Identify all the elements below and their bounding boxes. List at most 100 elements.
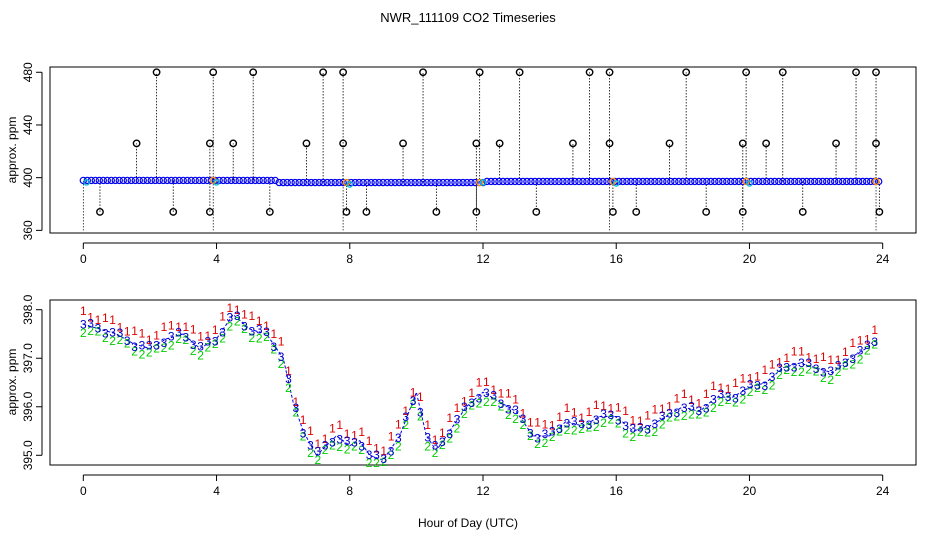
- series-3-point: 3: [659, 409, 666, 423]
- baseline-point: [771, 177, 779, 186]
- series-2-point: 2: [600, 416, 607, 430]
- baseline-point: [455, 178, 463, 187]
- flag-point: [475, 178, 484, 187]
- spike-point: [762, 139, 771, 148]
- series-3-point: 3: [769, 370, 776, 384]
- series-2-point: 2: [761, 383, 768, 397]
- cyan-point: [83, 179, 90, 186]
- baseline-point: [635, 177, 643, 186]
- series-3-point: 3: [219, 325, 226, 339]
- baseline-point: [483, 177, 491, 186]
- baseline-point: [119, 176, 127, 185]
- series-2-point: 2: [410, 397, 417, 411]
- spike-point: [265, 208, 274, 216]
- baseline-point: [467, 178, 475, 187]
- series-1-point: 1: [124, 324, 131, 338]
- series-2-point: 2: [571, 424, 578, 438]
- spike-point: [875, 208, 884, 216]
- spike-point: [515, 68, 524, 77]
- baseline-point: [299, 178, 307, 187]
- series-1-point: 1: [292, 395, 299, 409]
- series-3-point: 3: [285, 372, 292, 386]
- series-1-point: 1: [446, 411, 453, 425]
- series-3-point: 3: [549, 424, 556, 438]
- series-3-point: 3: [857, 343, 864, 357]
- series-3-point: 3: [505, 403, 512, 417]
- baseline-point: [143, 176, 151, 185]
- cyan-point: [213, 179, 220, 186]
- series-1-point: 1: [380, 444, 387, 458]
- series-1-point: 1: [747, 371, 754, 385]
- series-1-point: 1: [454, 401, 461, 415]
- baseline-point: [159, 176, 167, 185]
- series-1-point: 1: [600, 399, 607, 413]
- top-plot-frame: [49, 66, 917, 234]
- spike-point: [472, 208, 481, 216]
- series-1-point: 1: [798, 344, 805, 358]
- series-1-point: 1: [864, 332, 871, 346]
- baseline-point: [135, 176, 143, 185]
- baseline-point: [855, 177, 863, 186]
- series-3-point: 3: [190, 338, 197, 352]
- series-3-point: 3: [871, 335, 878, 349]
- bottom-x-tick-label: 24: [876, 484, 890, 498]
- series-2-point: 2: [87, 324, 94, 338]
- series-1-point: 1: [329, 421, 336, 435]
- series-1-point: 1: [717, 381, 724, 395]
- baseline-point: [327, 178, 335, 187]
- spike-point: [229, 139, 238, 148]
- series-1-point: 1: [769, 358, 776, 372]
- series-2-point: 2: [542, 436, 549, 450]
- series-1-point: 1: [95, 313, 102, 327]
- series-1-point: 1: [468, 386, 475, 400]
- series-3-point: 3: [644, 422, 651, 436]
- spike-point: [152, 68, 161, 77]
- baseline-point: [563, 177, 571, 186]
- series-1-point: 1: [556, 410, 563, 424]
- series-3-point: 3: [798, 356, 805, 370]
- series-3-line: [83, 313, 874, 461]
- series-2-point: 2: [439, 438, 446, 452]
- series-2-point: 2: [388, 448, 395, 462]
- baseline-point: [259, 176, 267, 185]
- baseline-point: [447, 178, 455, 187]
- series-1-point: 1: [659, 402, 666, 416]
- series-1-point: 1: [681, 387, 688, 401]
- series-2-point: 2: [124, 337, 131, 351]
- series-1-point: 1: [80, 304, 87, 318]
- series-2-point: 2: [637, 425, 644, 439]
- baseline-point: [243, 176, 251, 185]
- series-2-point: 2: [292, 406, 299, 420]
- series-2-point: 2: [520, 418, 527, 432]
- series-2-point: 2: [205, 340, 212, 354]
- baseline-point: [711, 177, 719, 186]
- baseline-point: [699, 177, 707, 186]
- baseline-point: [739, 177, 747, 186]
- series-2-point: 2: [175, 332, 182, 346]
- series-1-point: 1: [146, 333, 153, 347]
- baseline-point: [139, 176, 147, 185]
- series-3-point: 3: [168, 329, 175, 343]
- series-3-point: 3: [227, 311, 234, 325]
- series-2-point: 2: [842, 359, 849, 373]
- baseline-point: [835, 177, 843, 186]
- bottom-x-tick-label: 12: [476, 484, 490, 498]
- series-1-point: 1: [776, 355, 783, 369]
- baseline-point: [547, 177, 555, 186]
- bottom-x-tick-label: 0: [80, 484, 87, 498]
- series-1-point: 1: [761, 363, 768, 377]
- spike-point: [475, 68, 484, 77]
- bottom-x-tick-label: 8: [346, 484, 353, 498]
- spike-point: [738, 208, 747, 216]
- baseline-point: [387, 178, 395, 187]
- baseline-point: [527, 177, 535, 186]
- series-2-point: 2: [95, 325, 102, 339]
- series-3-point: 3: [402, 410, 409, 424]
- series-2-point: 2: [864, 344, 871, 358]
- spike-point: [872, 139, 880, 148]
- series-1-point: 1: [527, 415, 534, 429]
- spike-point: [632, 208, 641, 216]
- baseline-point: [391, 178, 399, 187]
- series-3-point: 3: [205, 334, 212, 348]
- series-3-point: 3: [490, 389, 497, 403]
